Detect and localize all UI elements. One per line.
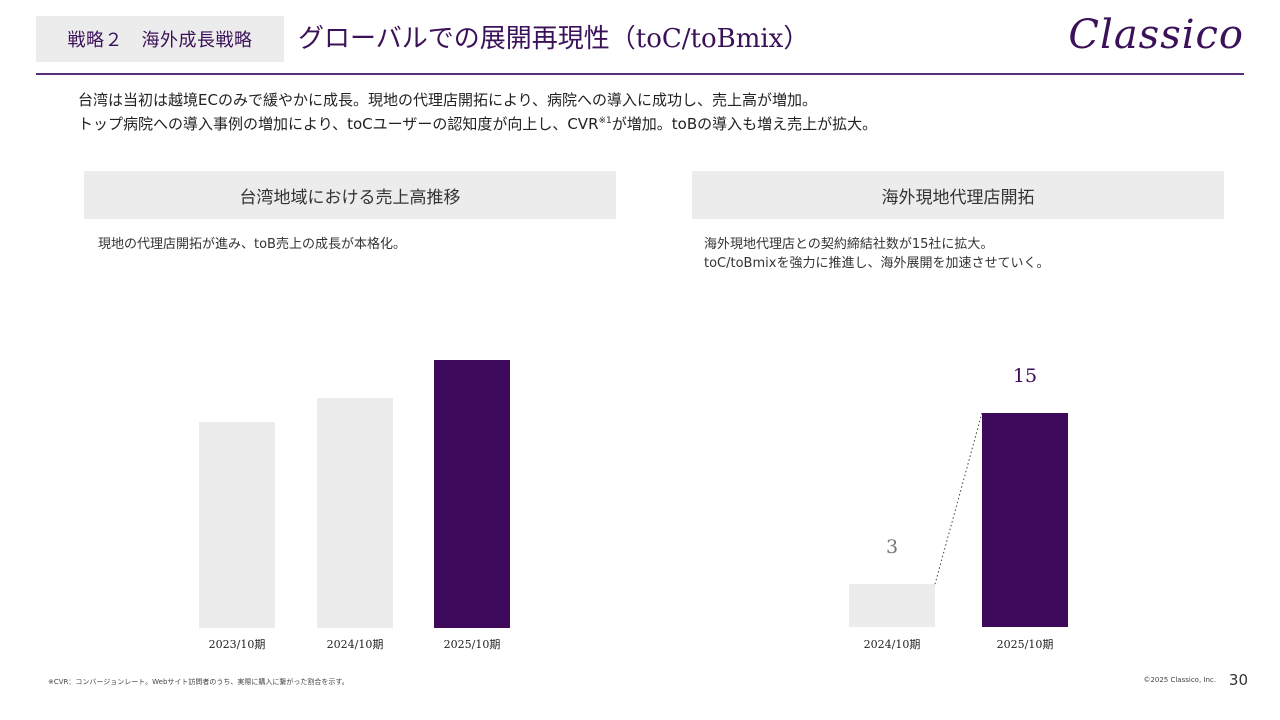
connector-line bbox=[934, 412, 983, 585]
x-tick-label: 2025/10期 bbox=[443, 638, 501, 651]
brand-logo: Classico bbox=[1068, 12, 1244, 58]
page-title: グローバルでの展開再現性（toC/toBmix） bbox=[298, 24, 810, 54]
left-panel-heading: 台湾地域における売上高推移 bbox=[84, 171, 616, 219]
x-tick-label: 2023/10期 bbox=[208, 638, 266, 651]
copyright: ©2025 Classico, Inc. bbox=[1143, 676, 1216, 684]
intro-line-2-end: が増加。toBの導入も増え売上が拡大。 bbox=[611, 115, 878, 133]
data-label: 3 bbox=[885, 536, 899, 559]
data-label: 15 bbox=[1012, 364, 1038, 387]
x-tick-label: 2024/10期 bbox=[326, 638, 384, 651]
left-panel-description: 現地の代理店開拓が進み、toB売上の成長が本格化。 bbox=[98, 237, 406, 252]
right-panel-description: 海外現地代理店との契約締結社数が15社に拡大。 toC/toBmixを強力に推進… bbox=[704, 235, 1049, 273]
bar-2025/10期 bbox=[434, 360, 510, 628]
page-number: 30 bbox=[1228, 671, 1248, 689]
right-panel-heading: 海外現地代理店開拓 bbox=[692, 171, 1224, 219]
header-divider bbox=[36, 73, 1244, 75]
cvr-footnote: ※CVR：コンバージョンレート。Webサイト訪問者のうち、実際に購入に繋がった割… bbox=[48, 678, 349, 686]
bar-2023/10期 bbox=[199, 421, 275, 628]
intro-line-2-text: トップ病院への導入事例の増加により、toCユーザーの認知度が向上し、CVR bbox=[78, 115, 599, 133]
intro-line-1: 台湾は当初は越境ECのみで緩やかに成長。現地の代理店開拓により、病院への導入に成… bbox=[78, 91, 818, 109]
x-tick-label: 2025/10期 bbox=[996, 638, 1054, 651]
right-panel-description-line-2: toC/toBmixを強力に推進し、海外展開を加速させていく。 bbox=[704, 256, 1050, 271]
x-tick-label: 2024/10期 bbox=[863, 638, 921, 651]
intro-line-2: トップ病院への導入事例の増加により、toCユーザーの認知度が向上し、CVR※1が… bbox=[78, 111, 1238, 135]
bar-2024/10期 bbox=[849, 584, 935, 627]
section-tag: 戦略２ 海外成長戦略 bbox=[36, 16, 284, 62]
bar-2025/10期 bbox=[982, 412, 1068, 627]
cvr-footnote-ref: ※1 bbox=[598, 116, 612, 126]
bar-2024/10期 bbox=[317, 397, 393, 628]
intro-text: 台湾は当初は越境ECのみで緩やかに成長。現地の代理店開拓により、病院への導入に成… bbox=[78, 90, 1238, 135]
right-panel-description-line-1: 海外現地代理店との契約締結社数が15社に拡大。 bbox=[704, 237, 994, 252]
